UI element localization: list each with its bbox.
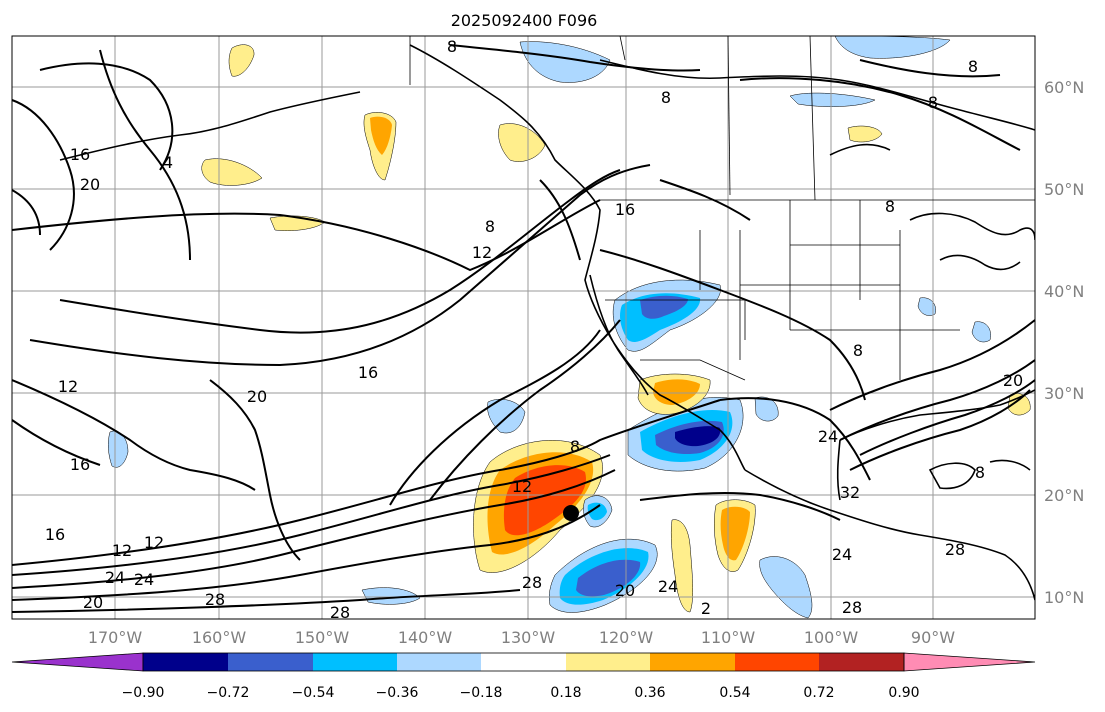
lon-label: 170°W [88,628,143,647]
contour-label: 8 [885,197,895,216]
lat-label: 50°N [1044,180,1084,199]
contour-label: 20 [83,593,103,612]
colorbar-tick-label: 0.54 [719,685,750,701]
colorbar: −0.90 −0.72 −0.54 −0.36 −0.18 0.18 0.36 … [11,652,1036,701]
contour-label: 16 [45,525,65,544]
contour-label: 20 [80,175,100,194]
contour-label: 24 [818,427,838,446]
contour-label: 12 [472,243,492,262]
colorbar-tick-label: −0.72 [207,685,250,701]
contour-label: 16 [70,455,90,474]
contour-label: 28 [205,590,225,609]
latitude-labels: 60°N 50°N 40°N 30°N 20°N 10°N [1044,78,1084,607]
center-point-marker [563,505,579,521]
contour-label: 16 [358,363,378,382]
contour-label: 24 [832,545,852,564]
lat-label: 60°N [1044,78,1084,97]
colorbar-min-extend [11,652,144,672]
lat-label: 40°N [1044,282,1084,301]
lon-label: 150°W [295,628,350,647]
contour-label: 16 [70,145,90,164]
shaded-field [108,36,1031,619]
contour-label: 24 [105,568,125,587]
contour-label: 20 [1003,371,1023,390]
lon-label: 90°W [911,628,955,647]
colorbar-segment [143,653,228,671]
colorbar-segment [481,653,566,671]
contour-label: 8 [485,217,495,236]
colorbar-max-extend [903,652,1036,672]
lon-label: 160°W [192,628,247,647]
contour-label-layer: 8 8 8 4 16 20 16 8 12 16 12 20 16 16 12 … [45,37,1023,622]
height-contours [12,44,1035,613]
colorbar-segment [397,653,481,671]
coastlines [59,44,1035,601]
lon-label: 110°W [701,628,756,647]
lat-label: 20°N [1044,486,1084,505]
lon-label: 130°W [501,628,556,647]
lon-label: 100°W [804,628,859,647]
contour-label: 2 [701,599,711,618]
colorbar-tick-label: 0.36 [634,685,665,701]
contour-label: 8 [570,437,580,456]
graticule [12,36,1035,619]
contour-label: 12 [58,377,78,396]
lon-label: 120°W [599,628,654,647]
colorbar-segment [819,653,904,671]
contour-label: 4 [163,153,173,172]
lat-label: 10°N [1044,588,1084,607]
contour-label: 24 [658,577,678,596]
contour-label: 8 [447,37,457,56]
colorbar-tick-label: 0.72 [803,685,834,701]
contour-label: 8 [975,463,985,482]
contour-label: 8 [928,93,938,112]
map-content: 8 8 8 4 16 20 16 8 12 16 12 20 16 16 12 … [12,36,1035,622]
contour-label: 8 [853,341,863,360]
contour-label: 20 [615,581,635,600]
contour-label: 24 [134,570,154,589]
political-borders [409,36,1035,381]
colorbar-segment [735,653,819,671]
contour-label: 28 [522,573,542,592]
contour-label: 8 [661,88,671,107]
lat-label: 30°N [1044,384,1084,403]
contour-label: 12 [512,477,532,496]
colorbar-tick-label: 0.18 [550,685,581,701]
contour-label: 28 [330,603,350,622]
colorbar-segment [228,653,313,671]
contour-label: 12 [144,533,164,552]
colorbar-tick-label: −0.18 [460,685,503,701]
colorbar-segment [566,653,650,671]
colorbar-segment [313,653,397,671]
contour-label: 32 [840,483,860,502]
contour-label: 8 [968,57,978,76]
contour-label: 28 [842,598,862,617]
contour-label: 20 [247,387,267,406]
longitude-labels: 170°W 160°W 150°W 140°W 130°W 120°W 110°… [88,628,955,647]
map-border [11,35,1036,620]
contour-label: 16 [615,200,635,219]
colorbar-tick-label: 0.90 [888,685,919,701]
contour-label: 12 [112,541,132,560]
contour-label: 28 [945,540,965,559]
map-title: 2025092400 F096 [451,11,598,30]
colorbar-tick-label: −0.90 [122,685,165,701]
colorbar-segment [650,653,735,671]
lon-label: 140°W [398,628,453,647]
colorbar-tick-label: −0.54 [292,685,335,701]
colorbar-tick-label: −0.36 [376,685,419,701]
